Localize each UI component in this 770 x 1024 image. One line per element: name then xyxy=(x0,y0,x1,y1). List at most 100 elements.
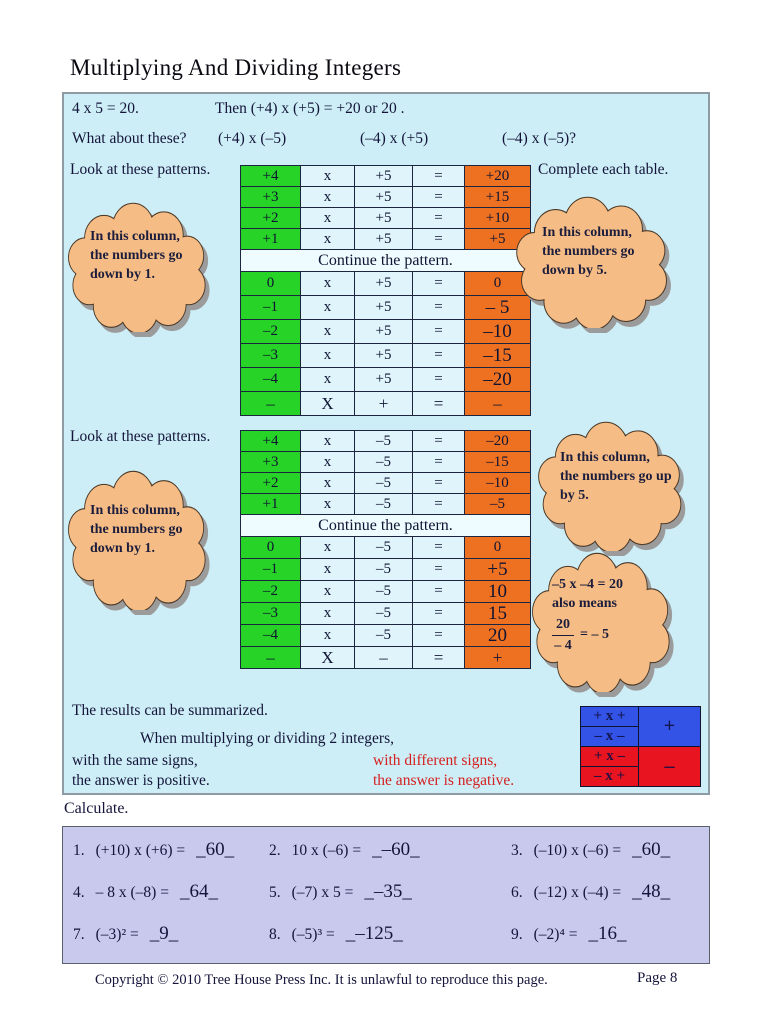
problem-expression: (–2)⁴ = xyxy=(533,926,578,943)
problem: 4. – 8 x (–8) = _64_ xyxy=(73,881,269,915)
pattern-cell: x xyxy=(300,580,355,603)
problem-answer: _60_ xyxy=(196,839,235,860)
problem-number: 7. xyxy=(73,926,85,943)
pattern-cell: –5 xyxy=(354,430,413,452)
pattern-cell: = xyxy=(412,646,465,669)
intro-question: What about these? xyxy=(72,130,187,147)
pattern-cell: x xyxy=(300,207,355,229)
summary-line-2: When multiplying or dividing 2 integers, xyxy=(140,730,394,747)
pattern-cell: –20 xyxy=(464,367,531,392)
pattern-table-1: +4 x +5 = +20 +3 x +5 = +15 +2 x +5 = +10 +1 x +5 = +5 Conti… xyxy=(240,165,531,416)
problem-expression: – 8 x (–8) = xyxy=(95,884,169,901)
pattern-cell: +3 xyxy=(240,186,301,208)
problem-number: 3. xyxy=(511,842,523,859)
problem-number: 2. xyxy=(269,842,281,859)
pattern-cell: –5 xyxy=(354,580,413,603)
pattern-cell: –10 xyxy=(464,472,531,494)
fraction-line: 20 – 4 = – 5 xyxy=(552,616,658,657)
continue-pattern-label: Continue the pattern. xyxy=(240,249,531,272)
pattern-cell: +4 xyxy=(240,165,301,187)
pattern-cell: + xyxy=(464,646,531,669)
pattern-cell: 0 xyxy=(464,536,531,559)
pattern-cell: = xyxy=(412,580,465,603)
pattern-cell: +1 xyxy=(240,228,301,250)
problem-answer: _60_ xyxy=(632,839,671,860)
pattern-cell: x xyxy=(300,536,355,559)
pattern-cell: +5 xyxy=(354,295,413,320)
summary-same-signs: with the same signs, xyxy=(72,752,198,769)
pattern-cell: 10 xyxy=(464,580,531,603)
cloud-shape xyxy=(530,552,676,695)
problem-expression: 10 x (–6) = xyxy=(291,842,362,859)
intro-then: Then (+4) x (+5) = +20 or 20 . xyxy=(215,100,405,117)
cloud-shape xyxy=(66,202,212,334)
pattern-cell: 0 xyxy=(240,271,301,296)
problem-expression: (–10) x (–6) = xyxy=(533,842,622,859)
continue-pattern-label: Continue the pattern. xyxy=(240,514,531,537)
pattern-cell: +10 xyxy=(464,207,531,229)
pattern-cell: –5 xyxy=(354,451,413,473)
cloud-shape xyxy=(536,421,688,553)
problem-answer: _9_ xyxy=(149,923,179,944)
problem-number: 4. xyxy=(73,884,85,901)
pattern-cell: = xyxy=(412,558,465,581)
pattern-cell: +3 xyxy=(240,451,301,473)
pattern-cell: x xyxy=(300,271,355,296)
problem: 8. (–5)³ = _–125_ xyxy=(269,923,511,957)
pattern-cell: –5 xyxy=(354,536,413,559)
cloud-shape xyxy=(66,470,212,613)
footer-page-number: Page 8 xyxy=(637,970,678,986)
pattern-cell: – xyxy=(464,391,531,416)
pattern-cell: – 5 xyxy=(464,295,531,320)
pattern-table-2: +4 x –5 = –20 +3 x –5 = –15 +2 x –5 = –10 +1 x –5 = –5 Conti… xyxy=(240,430,531,669)
sign-rule-plus-plus: + x + xyxy=(580,706,639,727)
pattern-cell: – xyxy=(240,646,301,669)
pattern-cell: = xyxy=(412,624,465,647)
problem-answer: _–125_ xyxy=(345,923,403,944)
pattern-cell: –5 xyxy=(354,558,413,581)
pattern-cell: +2 xyxy=(240,472,301,494)
summary-answer-negative: the answer is negative. xyxy=(373,772,515,789)
problem-number: 8. xyxy=(269,926,281,943)
intro-expr-1: (+4) x (–5) xyxy=(218,130,287,147)
pattern-cell: x xyxy=(300,343,355,368)
cloud-down-by-1-top: In this column, the numbers go down by 1… xyxy=(66,202,212,334)
problem-number: 9. xyxy=(511,926,523,943)
table1-grid: +4 x +5 = +20 +3 x +5 = +15 +2 x +5 = +10 +1 x +5 = +5 Conti… xyxy=(240,165,531,416)
cloud-text: In this column, the numbers go up by 5. xyxy=(560,450,672,503)
intro-fact: 4 x 5 = 20. xyxy=(72,100,139,117)
pattern-cell: +5 xyxy=(464,558,531,581)
pattern-cell: +5 xyxy=(354,228,413,250)
pattern-cell: x xyxy=(300,367,355,392)
pattern-cell: x xyxy=(300,165,355,187)
cloud-up-by-5: In this column, the numbers go up by 5. xyxy=(536,421,688,553)
pattern-cell: x xyxy=(300,493,355,515)
cloud-text: In this column, the numbers go down by 1… xyxy=(90,503,183,556)
problem: 7. (–3)² = _9_ xyxy=(73,923,269,957)
sign-rule-minus-plus: – x + xyxy=(580,766,639,787)
problem: 5. (–7) x 5 = _–35_ xyxy=(269,881,511,915)
pattern-cell: +5 xyxy=(354,271,413,296)
sign-rule-plus-minus: + x – xyxy=(580,746,639,767)
pattern-cell: x xyxy=(300,451,355,473)
problem-expression: (+10) x (+6) = xyxy=(95,842,186,859)
pattern-cell: –4 xyxy=(240,624,301,647)
cloud-down-by-1-bottom: In this column, the numbers go down by 1… xyxy=(66,470,212,613)
look-patterns-label-1: Look at these patterns. xyxy=(70,161,211,178)
summary-answer-positive: the answer is positive. xyxy=(72,772,210,789)
problem-answer: _–60_ xyxy=(372,839,420,860)
pattern-cell: x xyxy=(300,430,355,452)
pattern-cell: = xyxy=(412,271,465,296)
problem-answer: _48_ xyxy=(632,881,671,902)
pattern-cell: –3 xyxy=(240,602,301,625)
cloud-shape xyxy=(514,196,674,330)
pattern-cell: +5 xyxy=(354,186,413,208)
problems-grid: 1. (+10) x (+6) = _60_ 2. 10 x (–6) = _–60_ 3.… xyxy=(63,827,709,957)
pattern-cell: –15 xyxy=(464,451,531,473)
problem-answer: _–35_ xyxy=(364,881,412,902)
summary-different-signs: with different signs, xyxy=(373,752,498,769)
pattern-cell: 20 xyxy=(464,624,531,647)
fraction-numerator: 20 xyxy=(552,616,574,637)
pattern-cell: +20 xyxy=(464,165,531,187)
problem-number: 5. xyxy=(269,884,281,901)
